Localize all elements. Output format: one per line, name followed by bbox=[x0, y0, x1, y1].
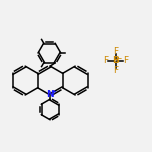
Text: N: N bbox=[46, 90, 54, 99]
Text: B: B bbox=[112, 56, 119, 65]
Text: F: F bbox=[103, 56, 108, 65]
Text: F: F bbox=[113, 66, 118, 75]
Text: F: F bbox=[113, 47, 118, 56]
Text: F: F bbox=[123, 56, 128, 65]
Text: −: − bbox=[115, 54, 122, 64]
Text: +: + bbox=[50, 89, 56, 95]
